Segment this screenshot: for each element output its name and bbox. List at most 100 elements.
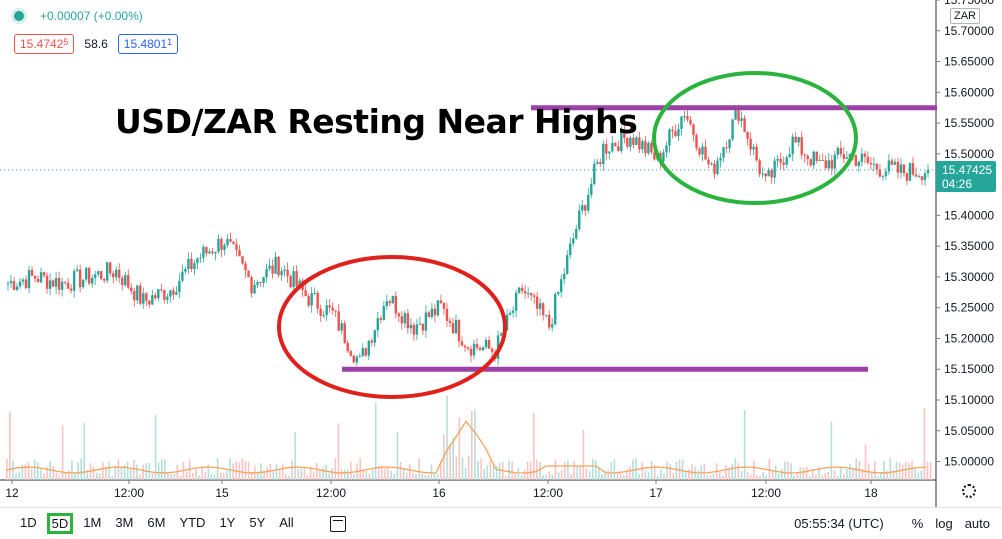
volume-bar — [223, 473, 225, 480]
range-button-5d[interactable]: 5D — [46, 513, 74, 534]
volume-bar — [415, 473, 417, 480]
volume-bar — [368, 473, 371, 480]
candle-body — [409, 324, 413, 329]
candle-body — [331, 307, 334, 311]
volume-bar — [117, 459, 120, 480]
price-change: +0.00007 (+0.00%) — [40, 9, 143, 23]
candle-body — [27, 270, 31, 289]
volume-bar — [892, 469, 895, 480]
candle-body — [63, 281, 67, 283]
candle-body — [337, 311, 340, 331]
candle-body — [920, 176, 924, 181]
volume-bar — [560, 469, 563, 480]
time-axis[interactable]: 12 12:00 15 12:00 16 12:00 17 12:00 18 — [0, 479, 936, 500]
candle-body — [295, 271, 298, 287]
utc-clock[interactable]: 05:55:34 (UTC) — [794, 516, 884, 531]
volume-bar — [182, 462, 185, 480]
candle-body — [250, 277, 253, 294]
candle-body — [262, 277, 265, 284]
range-button-5y[interactable]: 5Y — [249, 515, 266, 530]
candle-body — [424, 312, 428, 331]
price-axis[interactable]: 15.00000 15.05000 15.10000 15.15000 15.20000… — [935, 0, 994, 507]
candle-body — [280, 271, 283, 276]
volume-bar — [331, 467, 334, 480]
candle-body — [457, 319, 461, 342]
volume-bar — [446, 395, 448, 480]
volume-bar — [722, 475, 724, 480]
currency-select[interactable]: ZAR — [950, 8, 980, 24]
candle-body — [460, 341, 464, 346]
range-button-6m[interactable]: 6M — [147, 515, 166, 530]
candle-body — [244, 263, 247, 271]
candle-body — [379, 318, 383, 320]
candle-body — [115, 269, 118, 278]
volume-bar — [58, 475, 61, 480]
candle-body — [722, 147, 725, 158]
volume-bar — [142, 464, 144, 480]
candle-body — [100, 271, 103, 279]
gear-icon[interactable] — [962, 484, 976, 498]
volume-bar — [756, 475, 758, 480]
volume-bar — [179, 475, 182, 480]
candle-body — [638, 137, 641, 150]
percent-scale-toggle[interactable]: % — [911, 516, 924, 531]
candle-body — [743, 118, 746, 132]
candle-body — [914, 174, 918, 177]
x-tick-label: 16 — [432, 486, 446, 500]
volume-bar — [914, 466, 916, 480]
buy-price-button[interactable]: 15.48011 — [117, 34, 179, 54]
range-button-1m[interactable]: 1M — [83, 515, 102, 530]
volume-bar — [650, 461, 653, 480]
volume-bar — [557, 472, 560, 480]
candle-body — [602, 143, 605, 165]
sell-price-button[interactable]: 15.47425 — [14, 34, 75, 54]
volume-bar — [790, 463, 792, 480]
candle-body — [535, 296, 539, 309]
candle-body — [653, 152, 656, 160]
candle-body — [442, 303, 446, 309]
calendar-icon[interactable] — [329, 515, 346, 532]
volume-bar — [601, 473, 603, 480]
volume-bar — [297, 469, 299, 480]
candle-body — [78, 269, 82, 288]
range-button-1y[interactable]: 1Y — [219, 515, 236, 530]
price-series — [0, 104, 936, 367]
candle-body — [232, 241, 235, 245]
legend-price-row: 15.47425 58.6 15.48011 — [14, 34, 179, 54]
candle-body — [172, 290, 175, 295]
volume-bar — [291, 460, 293, 480]
candle-body — [139, 285, 142, 304]
candle-body — [394, 295, 398, 314]
candle-body — [54, 278, 58, 287]
candle-body — [875, 163, 879, 170]
candle-body — [193, 263, 196, 270]
volume-bar — [33, 459, 36, 480]
candle-body — [247, 270, 250, 278]
candle-body — [376, 318, 380, 331]
candle-body — [118, 269, 121, 278]
candle-body — [689, 119, 692, 125]
candle-body — [349, 351, 352, 356]
range-button-ytd[interactable]: YTD — [179, 515, 206, 530]
volume-bar — [883, 460, 885, 480]
candle-body — [406, 313, 410, 329]
volume-bar — [424, 475, 427, 480]
candle-body — [566, 255, 569, 274]
range-button-1d[interactable]: 1D — [20, 515, 37, 530]
volume-bar — [421, 473, 423, 480]
volume-bar — [598, 467, 600, 480]
volume-bar — [511, 461, 513, 480]
volume-bar — [49, 461, 51, 480]
range-button-all[interactable]: All — [279, 515, 294, 530]
volume-bar — [334, 458, 337, 480]
log-scale-toggle[interactable]: log — [935, 516, 953, 531]
range-button-3m[interactable]: 3M — [115, 515, 134, 530]
candle-body — [253, 284, 256, 294]
volume-bar — [471, 411, 473, 480]
auto-scale-toggle[interactable]: auto — [964, 516, 990, 531]
candle-body — [160, 289, 163, 291]
volume-bar — [536, 459, 538, 480]
volume-bar — [136, 464, 138, 480]
spread-value: 58.6 — [84, 37, 108, 51]
